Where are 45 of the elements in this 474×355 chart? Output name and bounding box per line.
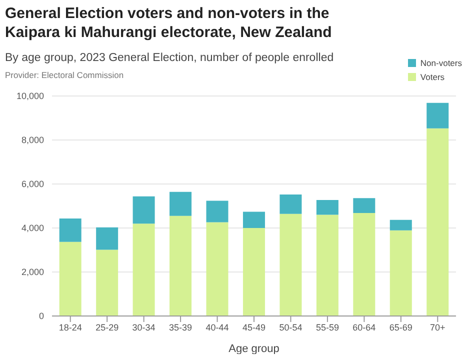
bar (242, 228, 265, 316)
bar (316, 214, 338, 316)
bar (390, 220, 412, 230)
bar (353, 198, 376, 214)
bar (59, 242, 82, 316)
bar (170, 216, 192, 316)
y-tick-label: 0 (38, 311, 44, 322)
legend-label: Voters (420, 72, 445, 82)
x-tick-label: 55-59 (316, 322, 339, 332)
y-tick-label: 6,000 (21, 179, 44, 190)
bar (132, 196, 155, 224)
bar (96, 250, 118, 316)
x-tick-label: 70+ (430, 322, 446, 332)
bar (353, 213, 376, 316)
x-tick-label: 60-64 (352, 322, 376, 332)
x-tick-label: 65-69 (389, 322, 412, 332)
bar (242, 212, 265, 228)
chart-subtitle: By age group, 2023 General Election, number of people enrolled (5, 52, 334, 64)
bar (426, 102, 449, 128)
x-axis-title: Age group (228, 343, 280, 355)
bar (206, 222, 228, 316)
x-tick-label: 45-49 (242, 322, 266, 332)
bar (170, 192, 192, 216)
bar (206, 200, 228, 222)
x-tick-label: 40-44 (206, 322, 229, 332)
bar (426, 128, 449, 316)
bar (280, 194, 302, 214)
x-tick-label: 25-29 (96, 322, 119, 332)
y-tick-label: 4,000 (21, 223, 44, 234)
chart-title: General Election voters and non-voters in the Kaipara ki Mahurangi electorate, New Zealand (5, 4, 333, 42)
y-tick-label: 2,000 (21, 267, 44, 278)
bar (280, 214, 302, 316)
y-tick-label: 8,000 (21, 135, 44, 146)
x-tick-label: 35-39 (169, 322, 192, 332)
y-tick-label: 10,000 (16, 91, 44, 102)
bar (316, 200, 338, 215)
bar (96, 227, 118, 250)
x-tick-label: 50-54 (279, 322, 302, 332)
x-tick-label: 30-34 (132, 322, 156, 332)
x-tick-label: 18-24 (58, 322, 82, 332)
bar (59, 218, 82, 242)
legend-label: Non-voters (420, 58, 462, 68)
bar (132, 224, 155, 316)
text: Provider: Electoral Commission (5, 70, 124, 80)
bar (390, 230, 412, 316)
